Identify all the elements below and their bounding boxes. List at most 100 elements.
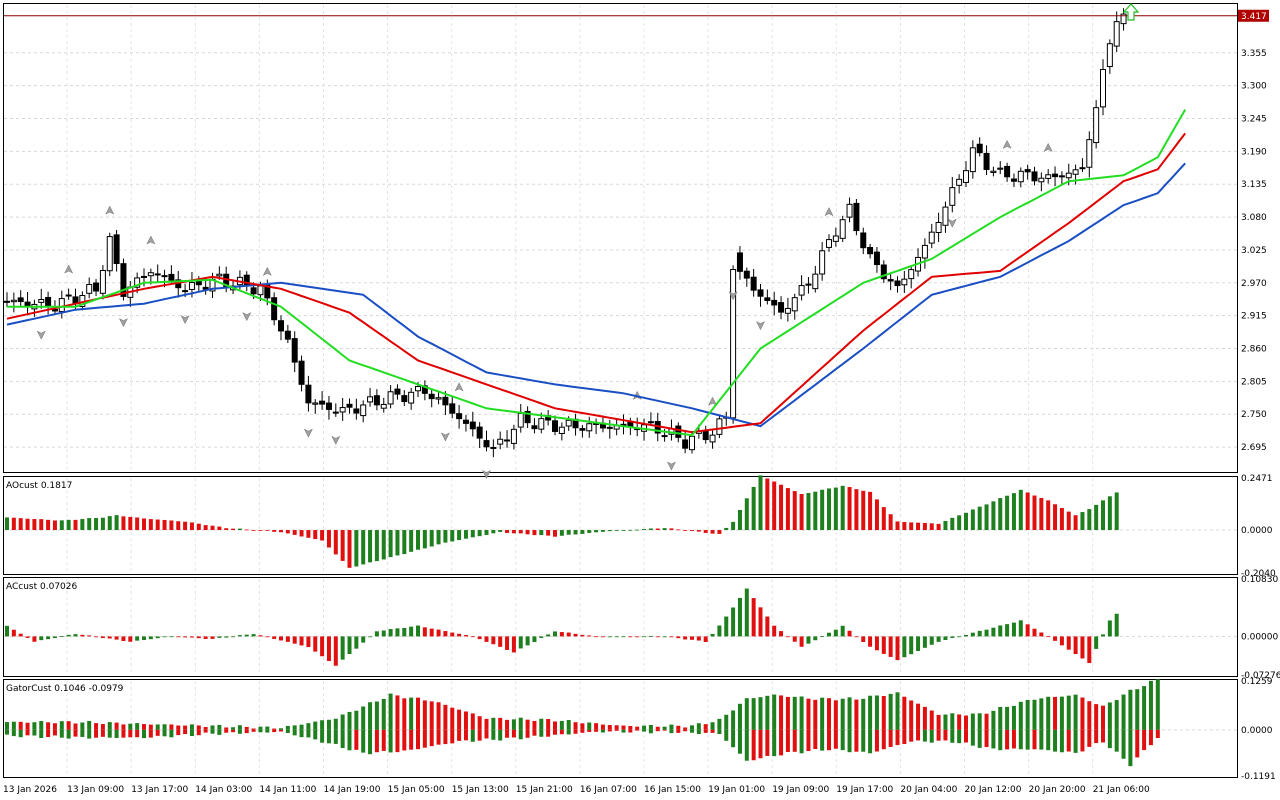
gator-lower-bar (1080, 729, 1085, 752)
fractal-down-icon (180, 315, 190, 325)
price-tick: 3.025 (1241, 246, 1267, 256)
histogram-bar (231, 528, 236, 531)
histogram-bar (539, 636, 544, 638)
histogram-bar (169, 520, 174, 531)
histogram-bar (87, 518, 92, 531)
histogram-bar (100, 517, 105, 531)
histogram-bar (525, 530, 530, 535)
candle-body (504, 439, 511, 442)
gator-upper-bar (1148, 680, 1153, 730)
gator-lower-bar (1073, 729, 1078, 753)
gator-upper-bar (203, 727, 208, 730)
gator-lower-bar (600, 729, 605, 733)
candle-body (661, 435, 668, 438)
histogram-bar (162, 519, 167, 531)
histogram-bar (66, 519, 71, 531)
histogram-bar (477, 530, 482, 537)
gator-upper-bar (443, 704, 448, 730)
price-tick: 2.750 (1241, 410, 1267, 420)
gator-upper-bar (224, 727, 229, 730)
histogram-bar (669, 636, 674, 638)
histogram-bar (628, 636, 633, 638)
histogram-bar (936, 636, 941, 642)
gator-upper-bar (683, 727, 688, 730)
histogram-bar (176, 636, 181, 638)
gator-lower-bar (1025, 729, 1030, 750)
candle-body (497, 438, 504, 445)
histogram-bar (587, 635, 592, 637)
histogram-bar (128, 636, 133, 642)
gator-lower-bar (477, 729, 482, 741)
gator-lower-bar (87, 729, 92, 739)
gator-lower-bar (210, 729, 215, 734)
histogram-bar (1018, 620, 1023, 637)
histogram-bar (895, 521, 900, 531)
gator-upper-bar (148, 724, 153, 730)
histogram-bar (313, 636, 318, 652)
candle-body (997, 167, 1004, 170)
price-panel-frame[interactable] (3, 3, 1238, 473)
histogram-bar (450, 530, 455, 542)
gator-upper-bar (881, 695, 886, 730)
histogram-bar (532, 636, 537, 643)
gator-lower-bar (169, 729, 174, 738)
histogram-bar (361, 530, 366, 565)
histogram-bar (94, 518, 99, 531)
candle-body (415, 385, 421, 392)
gator-upper-bar (189, 724, 194, 730)
fractal-down-icon (728, 291, 738, 301)
histogram-bar (847, 630, 852, 637)
gator-lower-bar (1032, 729, 1037, 750)
ac-panel-frame[interactable] (3, 577, 1238, 677)
candle-body (257, 285, 264, 296)
histogram-bar (107, 516, 112, 531)
gator-upper-bar (402, 698, 407, 730)
gator-lower-bar (1087, 729, 1092, 747)
candle-body (325, 402, 332, 410)
gator-histogram (5, 679, 1160, 767)
gator-lower-bar (11, 729, 16, 737)
histogram-bar (881, 636, 886, 654)
candle-body (682, 439, 689, 449)
candle-body (65, 294, 72, 297)
histogram-bar (874, 499, 879, 531)
candle-body (435, 397, 442, 400)
gator-lower-bar (326, 729, 331, 744)
candle-body (750, 276, 757, 291)
histogram-bar (39, 636, 44, 641)
histogram-bar (25, 518, 30, 531)
histogram-bar (395, 628, 400, 637)
histogram-bar (52, 520, 57, 531)
histogram-bar (607, 530, 612, 532)
gator-lower-bar (381, 729, 386, 751)
gator-panel-frame[interactable] (3, 679, 1238, 778)
histogram-bar (210, 636, 215, 639)
gator-upper-bar (1155, 679, 1160, 730)
histogram-bar (799, 636, 804, 647)
histogram-bar (559, 530, 564, 536)
gator-upper-bar (642, 725, 647, 730)
gator-upper-bar (594, 723, 599, 730)
histogram-bar (813, 491, 818, 531)
gator-upper-bar (888, 693, 893, 730)
gator-upper-bar (463, 711, 468, 730)
histogram-bar (59, 636, 64, 637)
candle-body (778, 302, 785, 313)
candle-body (93, 282, 100, 292)
histogram-bar (874, 636, 879, 651)
gator-lower-bar (621, 729, 626, 733)
gator-upper-bar (5, 722, 9, 730)
ao-panel-frame[interactable] (3, 476, 1238, 575)
gator-upper-bar (813, 699, 818, 730)
histogram-bar (155, 636, 160, 639)
gator-upper-bar (416, 697, 420, 730)
histogram-bar (333, 636, 338, 666)
histogram-bar (724, 616, 729, 637)
histogram-bar (532, 530, 537, 536)
histogram-bar (361, 636, 366, 643)
gator-lower-bar (970, 729, 975, 746)
gator-upper-bar (292, 725, 297, 730)
histogram-bar (1025, 492, 1030, 531)
gator-upper-bar (128, 723, 133, 730)
